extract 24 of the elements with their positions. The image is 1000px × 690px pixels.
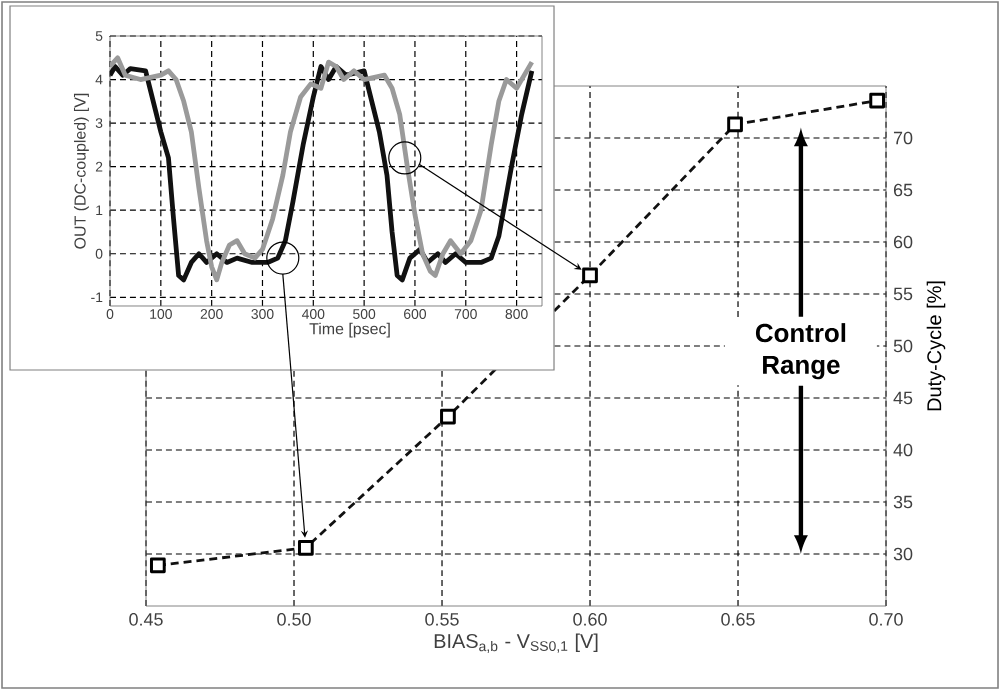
y-tick-label: 70 — [893, 131, 913, 145]
y-tick-label: 40 — [893, 443, 913, 457]
x-axis-title: BIAS$_{a,b}$ - V$_{SS0,1}$ [V] — [434, 633, 598, 653]
x-tick-label: 0.70 — [869, 613, 903, 626]
annotation: Control Range — [755, 323, 846, 380]
y-tick-label: 55 — [893, 287, 913, 301]
x-tick-label: 0.55 — [425, 613, 459, 626]
point — [582, 267, 598, 284]
point — [727, 116, 743, 133]
y-tick-label: 30 — [893, 547, 913, 561]
x-tick-label: 0.50 — [277, 613, 311, 626]
y-tick-label: 65 — [893, 183, 913, 197]
point — [297, 539, 314, 556]
y-tick-label: 35 — [893, 495, 913, 509]
y-tick-label: 45 — [893, 391, 913, 405]
x-tick-label: 0.45 — [129, 613, 163, 626]
point — [149, 557, 166, 574]
x-tick-label: 0.60 — [573, 613, 607, 626]
x-tick-label: 0.65 — [721, 613, 755, 626]
y-tick-label: 60 — [893, 235, 913, 249]
point — [869, 92, 886, 109]
y-axis-title: Duty-Cycle [%] — [926, 281, 946, 411]
point — [440, 408, 456, 425]
y-tick-label: 50 — [893, 339, 913, 353]
